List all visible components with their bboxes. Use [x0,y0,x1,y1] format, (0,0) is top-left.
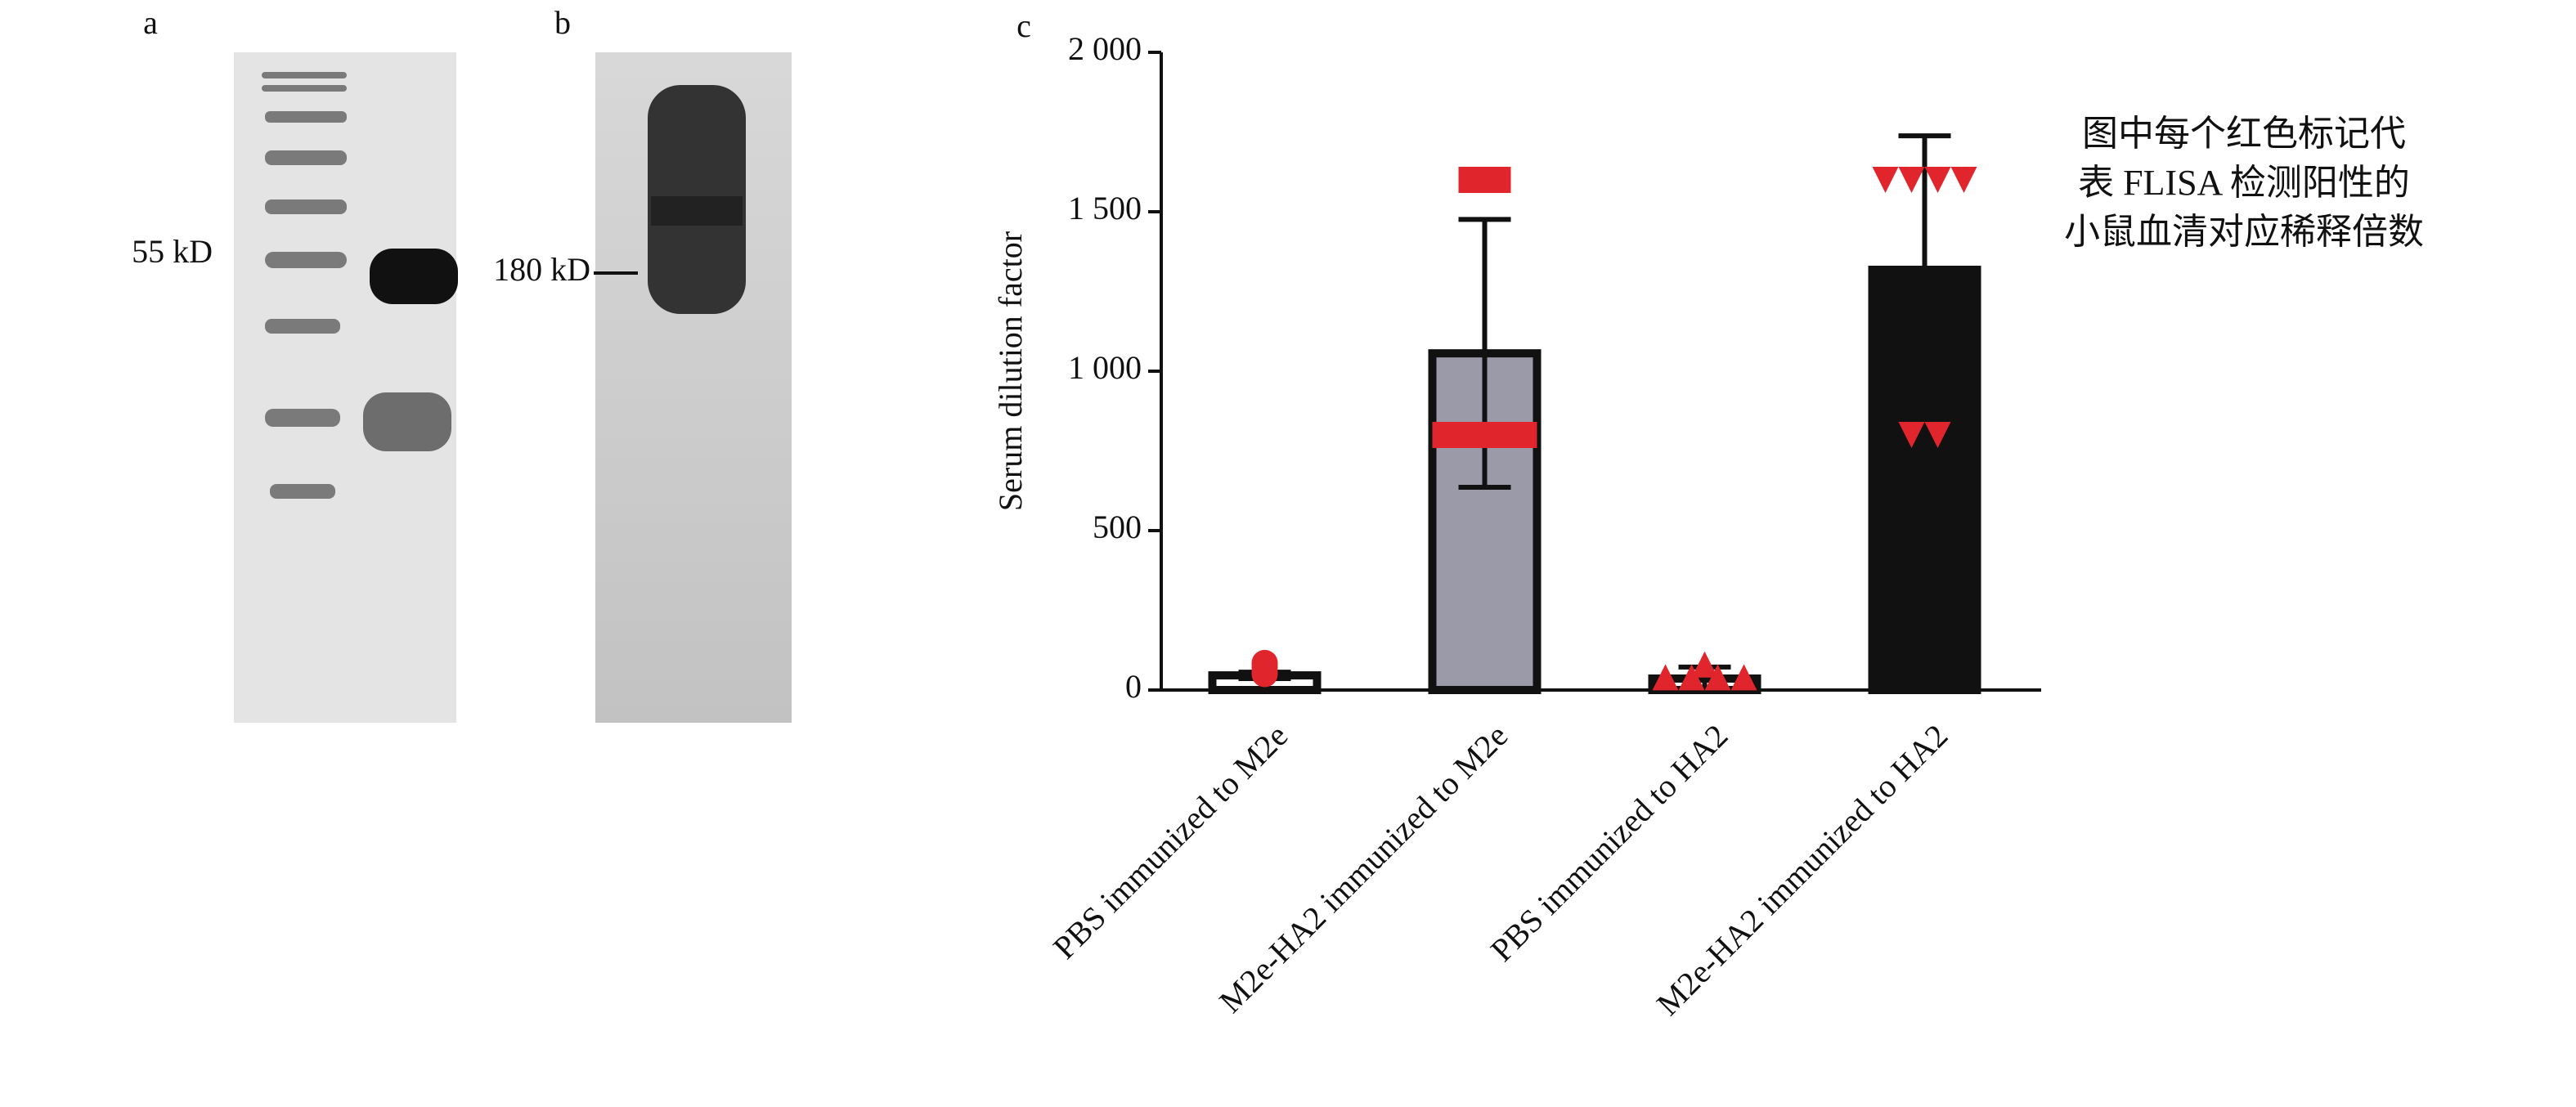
blot-b [594,52,792,723]
x-tick-label: PBS immunized to M2e [1046,717,1295,966]
y-tick-label: 1 000 [1068,349,1142,386]
data-point [1924,422,1951,448]
data-point [1898,167,1925,193]
data-point [1691,651,1718,678]
blot-label: 55 kD [132,233,213,270]
annotation: 图中每个红色标记代 [2082,114,2406,154]
data-point [1730,664,1757,691]
x-tick-label: PBS immunized to HA2 [1483,717,1735,969]
panel-label: c [1016,7,1031,44]
data-point [1652,664,1679,691]
data-point [1678,664,1705,691]
annotation: 小鼠血清对应稀释倍数 [2064,212,2424,252]
annotation: 表 FLISA 检测阳性的 [2078,163,2410,203]
data-point [1924,167,1951,193]
data-point [1432,422,1459,448]
y-tick-label: 1 500 [1068,190,1142,226]
y-axis-label: Serum dilution factor [992,231,1029,511]
blot-a [234,52,458,723]
panel-label: b [554,4,571,41]
data-point [1251,649,1278,676]
y-tick-label: 2 000 [1068,30,1142,67]
panel-label: a [143,4,158,41]
data-point [1458,422,1485,448]
data-point [1510,422,1537,448]
data-point [1704,664,1731,691]
data-point [1458,167,1485,193]
data-point [1872,167,1899,193]
data-point [1898,422,1925,448]
chart: 0 500 1 000 1 500 2 000 Serum dilution factor… [992,30,2424,1022]
data-point [1484,422,1511,448]
y-tick-label: 500 [1093,509,1142,545]
y-tick-label: 0 [1125,668,1142,705]
data-point [1950,167,1977,193]
blot-label: 180 kD [493,251,590,288]
data-point [1484,167,1511,193]
